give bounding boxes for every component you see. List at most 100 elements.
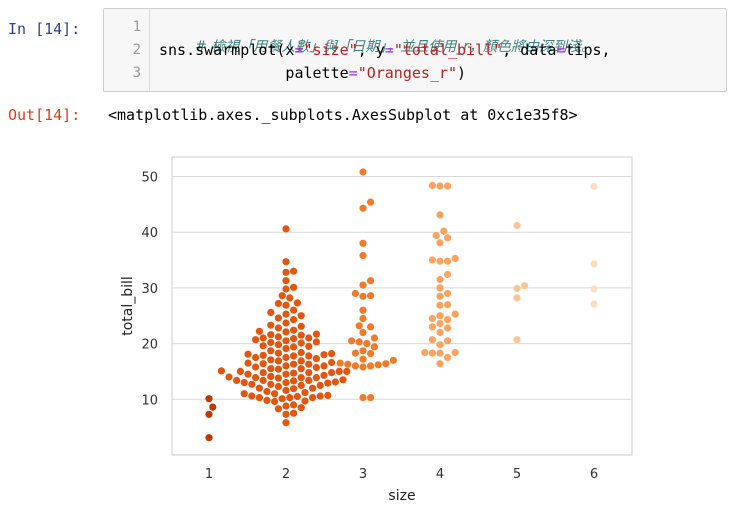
swarm-point xyxy=(339,376,347,384)
grid-layer xyxy=(172,175,632,400)
code-token: sns.swarmplot(x xyxy=(159,41,295,59)
swarm-point xyxy=(451,348,459,357)
swarm-point xyxy=(436,328,444,337)
swarm-point xyxy=(274,314,282,322)
swarm-point xyxy=(233,376,241,384)
swarm-point xyxy=(436,341,444,349)
code-token: palette xyxy=(159,64,349,82)
code-operator: = xyxy=(294,41,304,59)
swarm-point xyxy=(436,239,444,247)
swarm-point xyxy=(367,292,375,300)
input-prompt: In [14]: xyxy=(8,20,81,38)
code-string: "Oranges_r" xyxy=(357,64,458,82)
y-tick-label: 20 xyxy=(141,338,158,353)
line-number: 2 xyxy=(132,42,141,58)
code-line-call: sns.swarmplot(x="size", y="total_bill", … xyxy=(159,41,611,59)
swarm-point xyxy=(444,270,452,279)
output-prompt: Out[14]: xyxy=(8,106,81,124)
swarm-point xyxy=(282,310,290,318)
output-repr-text: <matplotlib.axes._subplots.AxesSubplot a… xyxy=(108,106,578,124)
swarm-point xyxy=(290,369,298,377)
swarm-point xyxy=(324,379,332,387)
swarm-point xyxy=(367,350,375,358)
y-tick-labels: 10 20 30 40 50 xyxy=(141,170,158,408)
swarm-point xyxy=(328,350,336,358)
swarm-point xyxy=(274,374,282,382)
swarm-point xyxy=(324,391,332,399)
code-cell-input[interactable]: 1 2 3 # 檢視「用餐人數」與「日期」，並且使用_r，顏色將由深到淺。 sn… xyxy=(103,8,727,92)
swarm-point xyxy=(359,347,367,355)
swarm-point xyxy=(267,347,275,355)
swarm-point xyxy=(282,370,290,378)
swarm-point xyxy=(444,353,452,362)
swarm-point xyxy=(328,369,336,377)
swarm-point xyxy=(305,369,313,377)
swarm-point xyxy=(271,397,279,406)
swarm-point xyxy=(267,372,275,381)
swarm-point xyxy=(444,301,452,309)
swarm-point xyxy=(217,367,225,375)
swarm-point xyxy=(436,182,444,190)
y-axis-title: total_bill xyxy=(120,276,136,336)
swarm-point xyxy=(282,328,290,336)
swarm-point xyxy=(301,389,309,397)
x-tick-label: 3 xyxy=(359,467,367,482)
swarm-point xyxy=(590,285,598,293)
swarm-point xyxy=(444,182,452,190)
swarm-point xyxy=(282,277,290,285)
swarm-point xyxy=(252,336,260,344)
swarm-point xyxy=(290,335,298,343)
swarm-point xyxy=(444,337,452,345)
swarm-point xyxy=(297,348,305,357)
swarm-point xyxy=(286,294,294,302)
swarm-point xyxy=(274,357,282,365)
swarm-point xyxy=(286,394,294,402)
swarm-point xyxy=(436,312,444,320)
code-operator: = xyxy=(384,41,394,59)
swarm-point xyxy=(274,333,282,341)
swarm-point xyxy=(348,337,356,345)
line-number: 3 xyxy=(132,65,141,81)
swarm-point xyxy=(359,168,367,176)
swarm-point xyxy=(590,182,598,191)
swarm-point xyxy=(305,360,313,368)
swarm-point xyxy=(521,282,529,290)
swarm-point xyxy=(259,351,267,359)
code-line-comment: # 檢視「用餐人數」與「日期」，並且使用_r，顏色將由深到淺。 xyxy=(159,18,595,74)
swarm-point xyxy=(513,336,521,344)
swarm-point xyxy=(244,350,252,358)
swarm-point xyxy=(309,384,317,392)
swarm-point xyxy=(290,360,298,368)
swarm-point xyxy=(336,359,344,367)
swarm-point xyxy=(312,355,320,363)
y-tick-label: 40 xyxy=(141,226,158,241)
swarm-point xyxy=(282,301,290,309)
swarm-point xyxy=(331,378,339,386)
swarm-point xyxy=(259,342,267,350)
swarm-point xyxy=(282,379,290,387)
swarm-point xyxy=(248,392,256,400)
swarm-point xyxy=(363,340,371,348)
swarm-point xyxy=(282,362,290,370)
swarm-point xyxy=(267,365,275,373)
swarm-point xyxy=(271,390,279,398)
swarm-point xyxy=(293,392,301,401)
swarm-point xyxy=(297,381,305,389)
swarm-point xyxy=(297,357,305,365)
swarm-point xyxy=(290,267,298,275)
swarm-points xyxy=(205,168,598,442)
code-string: "size" xyxy=(303,41,358,59)
swarm-point xyxy=(274,382,282,391)
swarm-point xyxy=(351,349,359,357)
code-comment: # 檢視「用餐人數」與「日期」，並且使用_r，顏色將由深到淺。 xyxy=(195,39,596,55)
swarm-point xyxy=(297,322,305,330)
swarm-point xyxy=(359,281,367,289)
swarm-point xyxy=(267,380,275,388)
swarm-point xyxy=(282,410,290,418)
swarm-point xyxy=(290,377,298,385)
swarm-point xyxy=(252,374,260,382)
code-operator: = xyxy=(556,41,566,59)
swarm-point xyxy=(282,285,290,293)
swarm-point xyxy=(335,367,343,375)
swarm-point xyxy=(428,256,436,264)
